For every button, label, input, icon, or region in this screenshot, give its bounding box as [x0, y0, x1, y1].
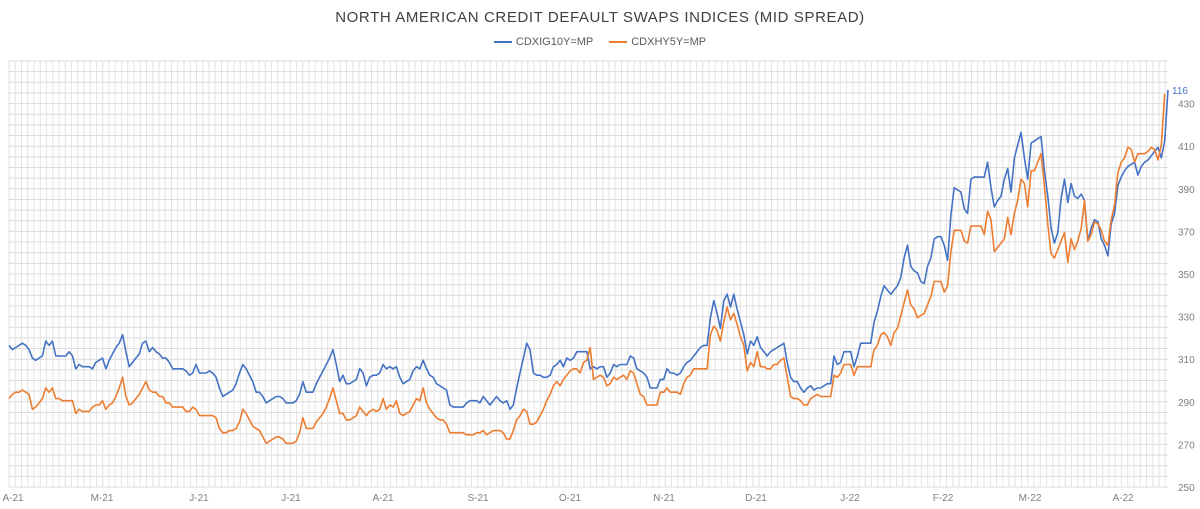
x-tick-label: M-22	[1019, 493, 1042, 504]
x-tick-label: A-21	[2, 493, 24, 504]
x-tick-label: A-22	[1112, 493, 1134, 504]
end-value-label: 434	[1172, 0, 1189, 3]
series-line-cdxhy5y	[8, 93, 1166, 445]
legend-swatch-hy	[609, 41, 628, 43]
y-tick-label: 290	[1178, 398, 1195, 409]
y-tick-label: 390	[1178, 185, 1195, 196]
x-tick-label: A-21	[372, 493, 394, 504]
y-tick-label: 310	[1178, 355, 1195, 366]
legend-item-ig: CDXIG10Y=MP	[493, 36, 594, 48]
legend-item-hy: CDXHY5Y=MP	[609, 36, 706, 48]
x-tick-label: M-21	[91, 493, 114, 504]
x-tick-label: N-21	[653, 493, 675, 504]
x-tick-label: S-21	[467, 493, 489, 504]
y-tick-label: 430	[1178, 100, 1195, 111]
chart-title: NORTH AMERICAN CREDIT DEFAULT SWAPS INDI…	[335, 9, 865, 26]
legend-swatch-ig	[493, 41, 512, 43]
y-tick-label: 370	[1178, 227, 1195, 238]
legend-label-hy: CDXHY5Y=MP	[631, 36, 707, 48]
x-tick-label: J-21	[189, 493, 209, 504]
y-tick-label: 270	[1178, 440, 1195, 451]
x-tick-label: F-22	[933, 493, 954, 504]
x-tick-label: J-21	[281, 493, 301, 504]
y-tick-label: 330	[1178, 313, 1195, 324]
x-tick-label: J-22	[840, 493, 860, 504]
y-tick-label: 350	[1178, 270, 1195, 281]
end-value-label: 116	[1172, 86, 1188, 97]
y-tick-label: 410	[1178, 142, 1195, 153]
legend-label-ig: CDXIG10Y=MP	[515, 36, 594, 48]
legend: CDXIG10Y=MP CDXHY5Y=MP	[0, 36, 1200, 48]
x-tick-label: O-21	[559, 493, 582, 504]
x-tick-label: D-21	[745, 493, 767, 504]
series-line-cdxig10y	[8, 89, 1169, 411]
y-tick-label: 250	[1178, 483, 1195, 494]
